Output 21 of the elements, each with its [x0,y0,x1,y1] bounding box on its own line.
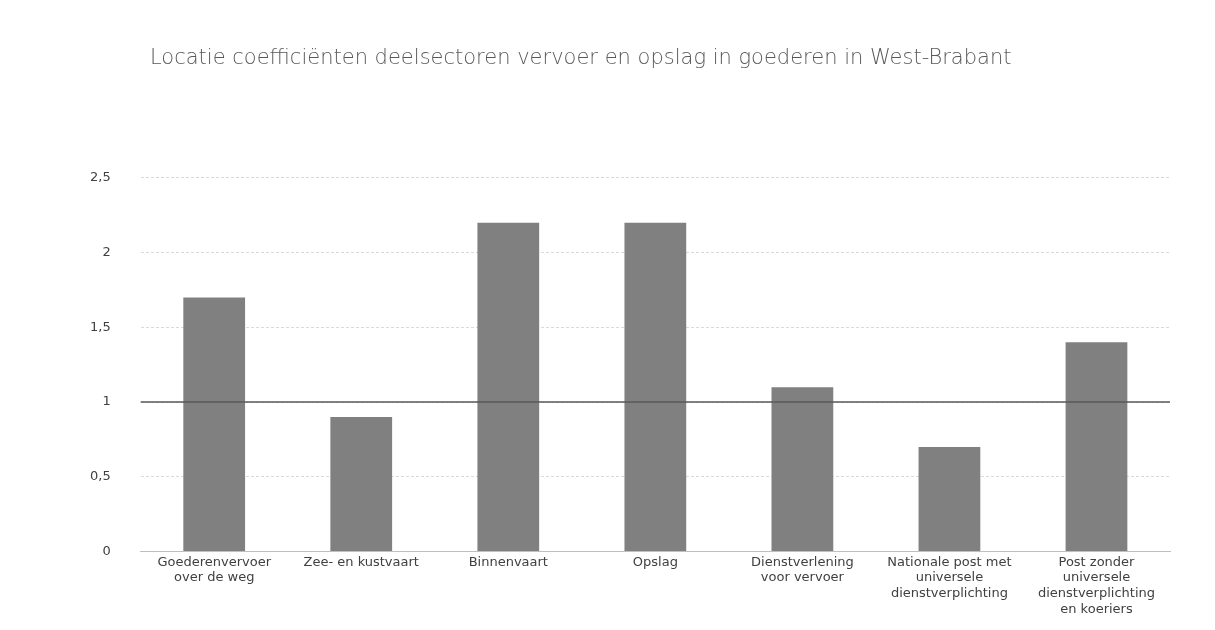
bar [624,222,687,552]
x-tick-label: Goederenvervoer over de weg [157,553,272,585]
x-tick-label: Zee- en kustvaart [303,553,419,569]
x-tick-label: Nationale post met universele dienstverplichting [887,553,1012,600]
bar [330,417,393,552]
chart-title: Locatie coefficiënten deelsectoren vervoer en opslag in goederen in West-Brabant [150,45,1013,69]
x-tick-label: Opslag [632,553,678,569]
bar [1065,342,1128,552]
x-tick-label: Post zonder universele dienstverplichting en koeriers [1037,553,1156,616]
y-tick-label: 0,5 [89,468,111,484]
y-tick-label: 1 [102,393,111,409]
x-tick-label: Binnenvaart [468,553,548,569]
bar [918,446,981,552]
y-tick-label: 2 [102,243,111,259]
y-tick-label: 0 [102,542,111,558]
bar [477,222,540,552]
y-tick-label: 2,5 [89,169,111,185]
y-tick-label: 1,5 [89,318,111,334]
x-tick-label: Dienstverlening voor vervoer [751,553,854,585]
bar [183,297,246,552]
bar [771,387,834,552]
